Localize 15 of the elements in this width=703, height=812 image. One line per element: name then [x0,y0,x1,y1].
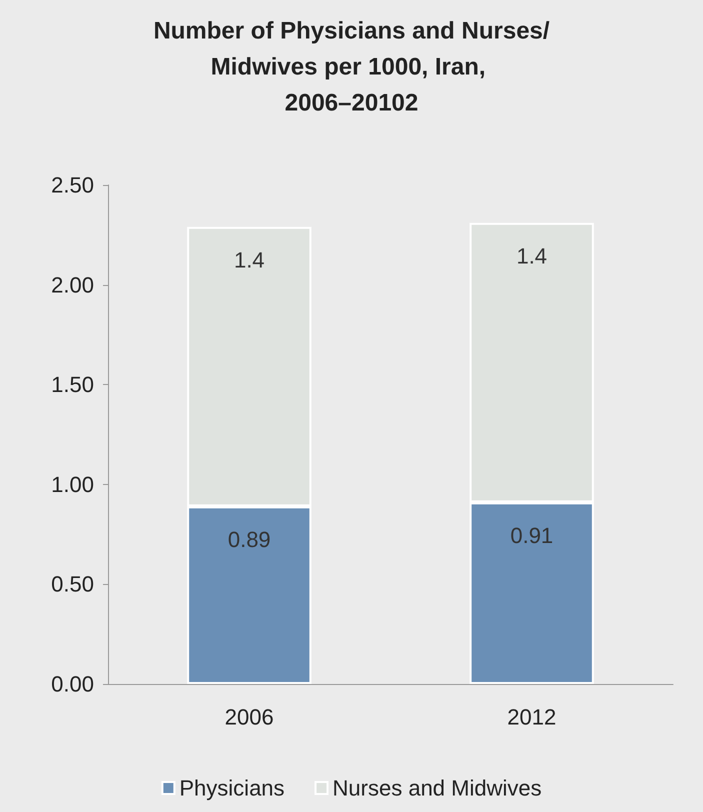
legend-label: Physicians [179,776,285,800]
data-label: 1.4 [234,247,265,272]
data-label: 1.4 [516,243,548,268]
x-tick-label: 2012 [507,704,556,730]
y-tick-label: 1.00 [51,472,94,497]
chart-title: Number of Physicians and Nurses/Midwives per 1000, Iran, 2006–20102 [153,18,550,116]
y-tick-label: 2.50 [51,172,94,198]
y-tick-label: 0.50 [51,572,94,597]
y-tick-label: 0.00 [51,672,94,696]
data-label: 0.91 [510,522,554,548]
y-tick-label: 1.50 [51,372,94,398]
legend-label: Nurses and Midwives [332,776,542,800]
x-tick-label: 2006 [224,704,274,730]
data-label: 0.89 [228,526,271,552]
y-tick-label: 2.00 [51,272,94,298]
